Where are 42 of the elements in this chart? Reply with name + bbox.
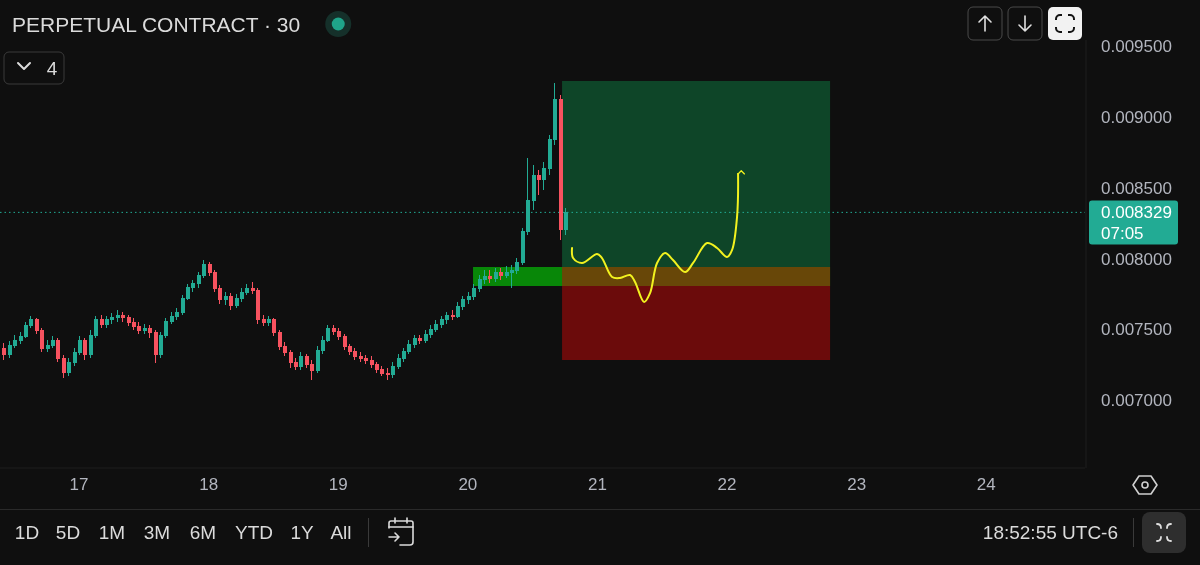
y-tick-label: 0.009000 — [1101, 107, 1172, 127]
candlestick — [450, 309, 455, 321]
candlestick — [493, 267, 498, 283]
candlestick — [266, 315, 271, 327]
candlestick — [536, 169, 541, 196]
candlestick — [417, 334, 422, 345]
candlestick — [298, 351, 303, 371]
text: 18:52:55 UTC-6 — [982, 521, 1118, 543]
y-tick-label: 0.007500 — [1101, 320, 1172, 340]
candlestick — [82, 337, 87, 361]
text: 6M — [189, 521, 217, 543]
x-tick-label: 22 — [717, 474, 737, 494]
text: 07:05 — [1101, 223, 1144, 243]
text: 5D — [55, 521, 81, 543]
candlestick — [1, 342, 6, 361]
x-tick-label: 17 — [69, 474, 89, 494]
y-tick-label: 0.009500 — [1101, 36, 1172, 56]
text: YTD — [235, 521, 273, 543]
x-tick-label: 23 — [847, 474, 867, 494]
text: All — [330, 521, 352, 543]
x-tick-label: 24 — [976, 474, 996, 494]
y-tick-label: 0.008500 — [1101, 178, 1172, 198]
text: 1D — [14, 521, 40, 543]
candlestick — [487, 269, 492, 284]
x-tick-label: 20 — [458, 474, 478, 494]
candlestick — [498, 267, 503, 281]
x-tick-label: 19 — [328, 474, 348, 494]
text: 3M — [143, 521, 171, 543]
candlestick — [558, 94, 563, 241]
candlestick — [142, 323, 147, 335]
y-tick-label: 0.007000 — [1101, 391, 1172, 411]
y-tick-label: 0.008000 — [1101, 249, 1172, 269]
text: 1M — [98, 521, 126, 543]
candlestick — [228, 292, 233, 311]
chart-title: PERPETUAL CONTRACT · 30 — [12, 12, 301, 36]
x-tick-label: 21 — [587, 474, 607, 494]
candlestick — [223, 291, 228, 306]
candlestick — [99, 314, 104, 329]
x-tick-label: 18 — [199, 474, 219, 494]
text: 1Y — [290, 521, 314, 543]
annotation: 4 — [46, 57, 58, 79]
ref-line-label: 0.008329 — [1101, 202, 1172, 222]
